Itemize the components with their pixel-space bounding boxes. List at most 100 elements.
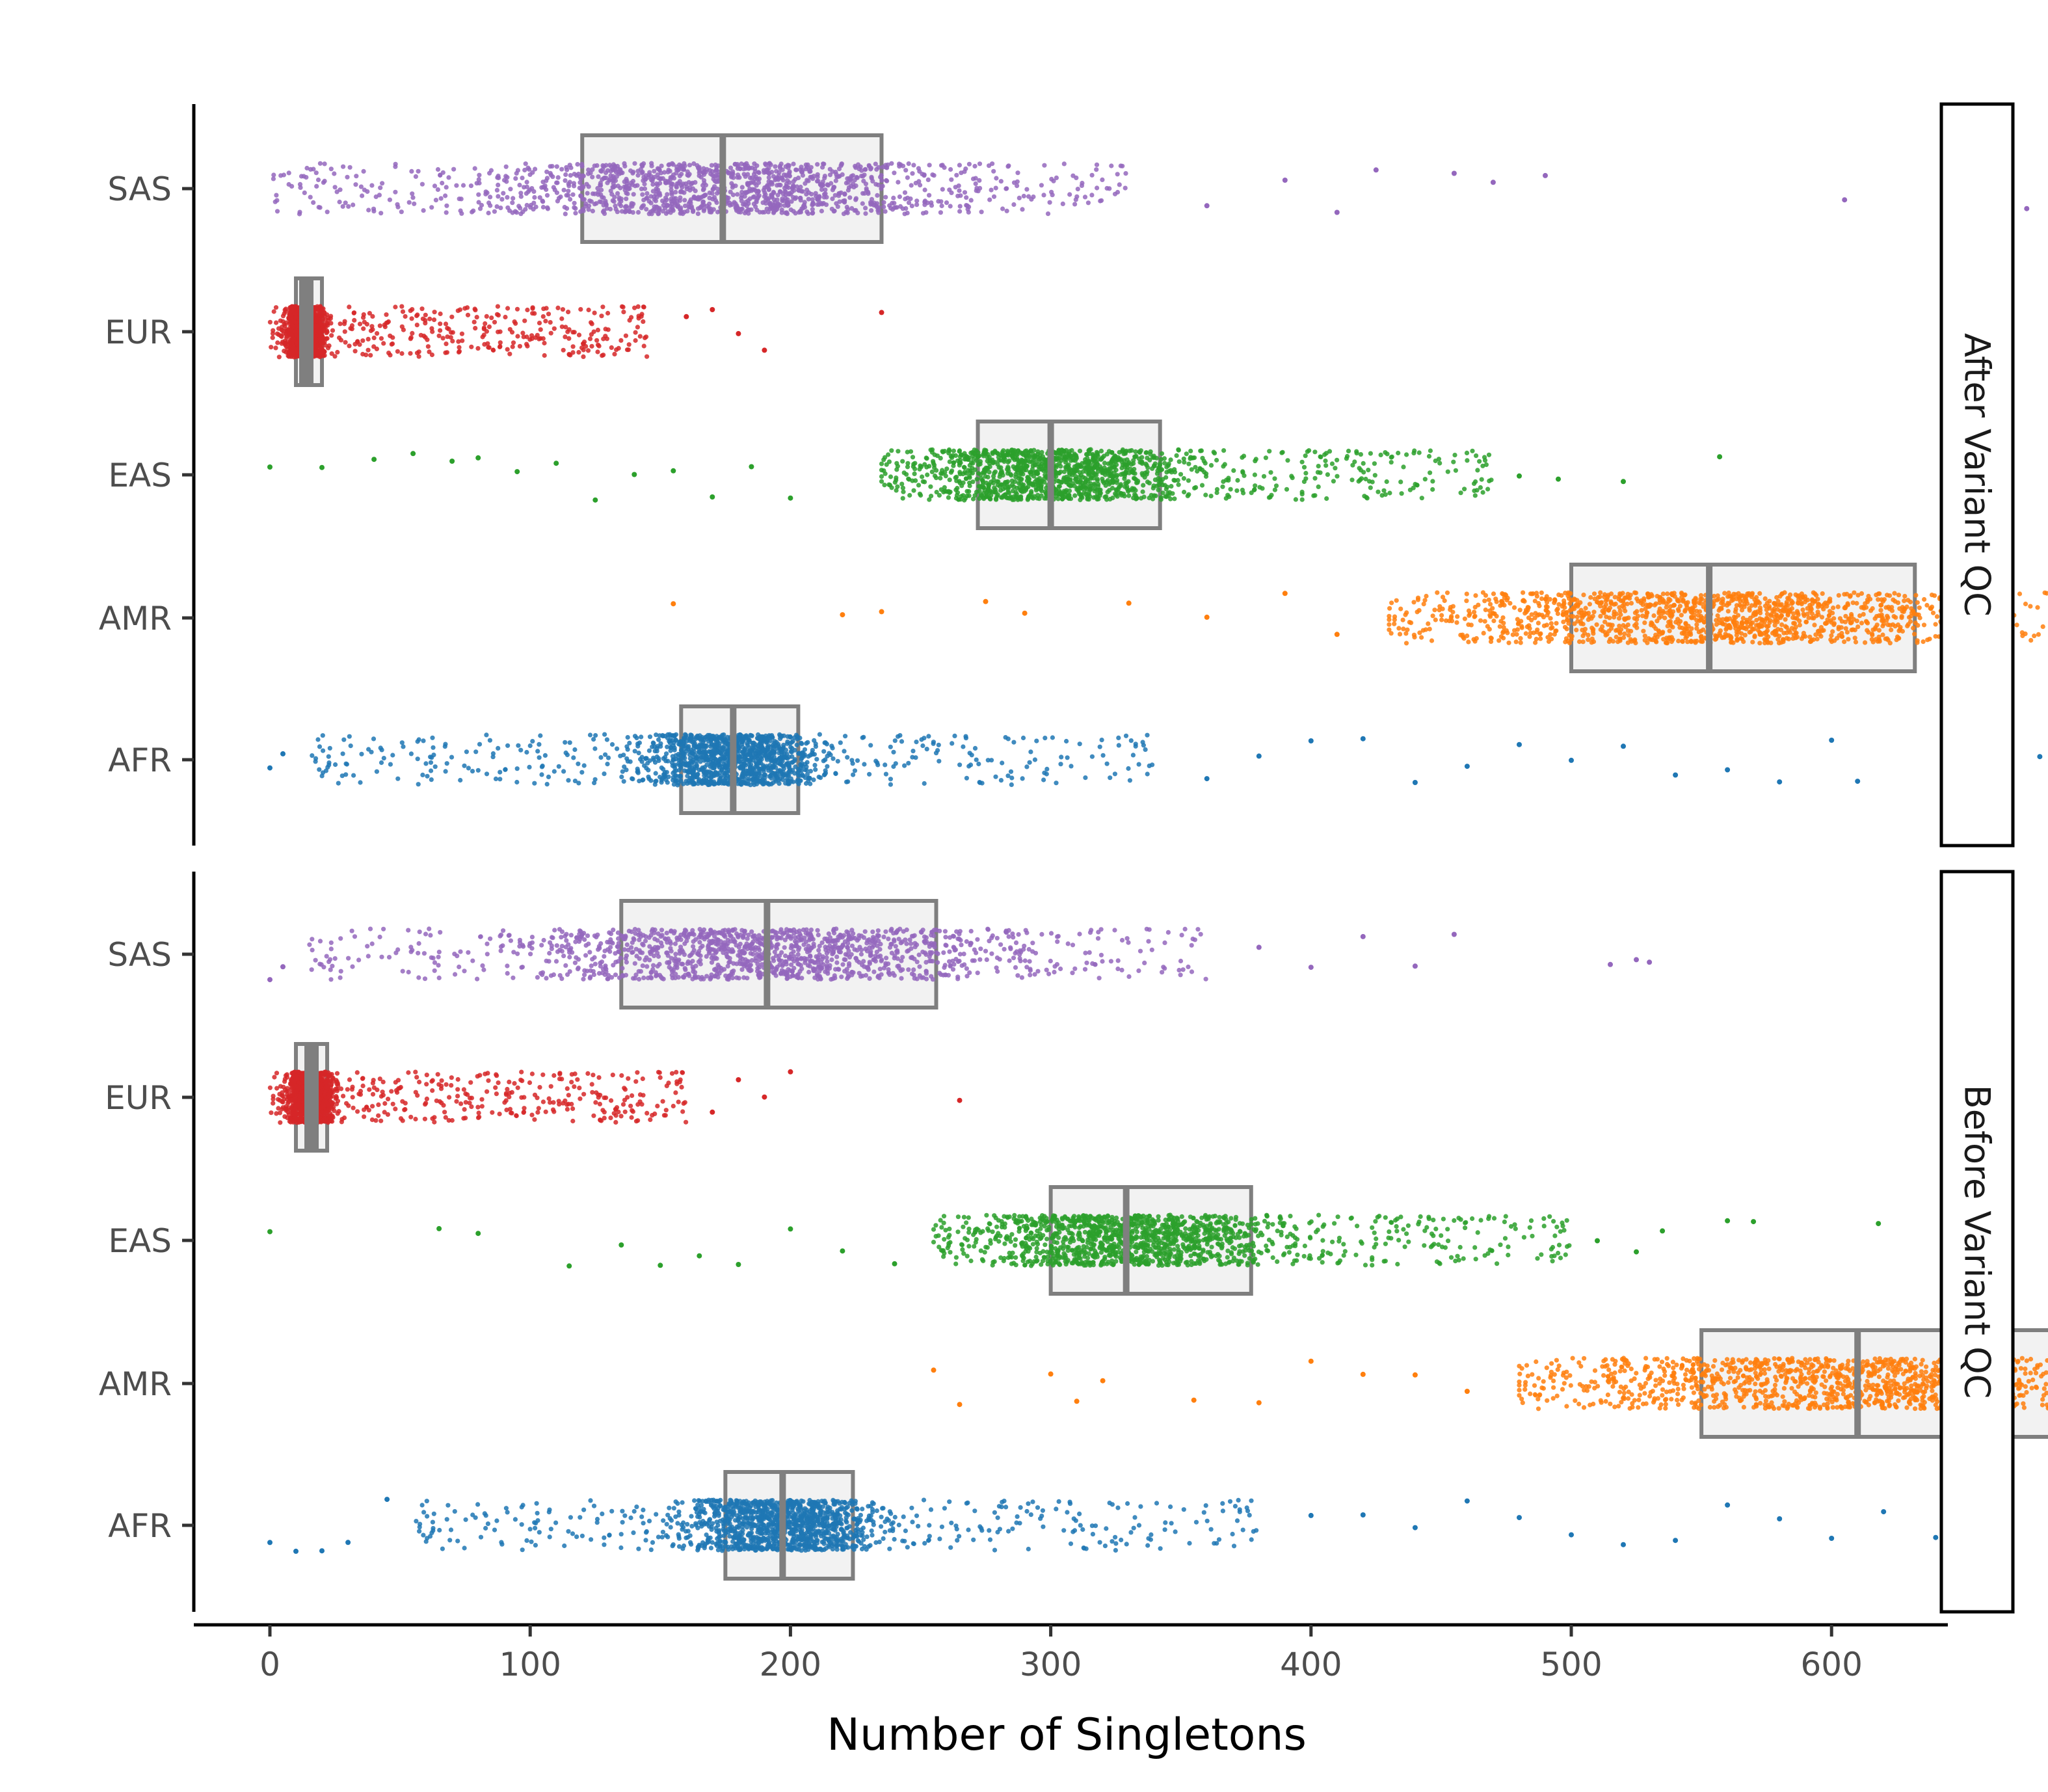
- data-point: [994, 176, 999, 181]
- data-point: [987, 470, 992, 475]
- data-point: [929, 200, 934, 206]
- data-point: [380, 181, 385, 186]
- data-point: [707, 168, 712, 173]
- data-point: [1136, 478, 1141, 484]
- data-point: [540, 204, 546, 210]
- data-point: [338, 321, 343, 327]
- data-point: [924, 210, 929, 215]
- data-point: [645, 195, 650, 200]
- data-point: [589, 343, 594, 349]
- data-point: [1098, 466, 1104, 472]
- data-point: [395, 204, 401, 209]
- data-point: [612, 165, 617, 170]
- data-point: [410, 451, 416, 457]
- data-point: [505, 205, 511, 210]
- data-point: [979, 209, 984, 215]
- data-point: [730, 169, 736, 174]
- data-point: [739, 198, 744, 204]
- data-point: [282, 349, 287, 354]
- data-point: [570, 192, 576, 197]
- data-point: [899, 481, 905, 487]
- data-point: [1853, 639, 1859, 645]
- data-point: [524, 180, 529, 185]
- data-point: [485, 190, 490, 195]
- data-point: [829, 181, 834, 186]
- data-point: [540, 199, 546, 204]
- data-point: [947, 459, 952, 464]
- data-point: [1077, 448, 1083, 453]
- data-point: [282, 321, 287, 327]
- data-point: [993, 185, 998, 191]
- data-point: [682, 163, 687, 168]
- data-point: [592, 163, 597, 168]
- data-point: [1880, 623, 1885, 629]
- data-point: [343, 340, 348, 345]
- data-point: [609, 192, 615, 197]
- data-point: [1389, 631, 1394, 636]
- data-point: [1521, 590, 1526, 595]
- data-point: [1227, 494, 1232, 500]
- data-point: [1401, 626, 1406, 632]
- data-point: [642, 186, 648, 191]
- data-point: [813, 191, 818, 196]
- data-point: [922, 187, 927, 193]
- data-point: [1063, 454, 1068, 460]
- data-point: [1312, 449, 1318, 455]
- data-point: [1482, 455, 1487, 460]
- data-point: [460, 183, 466, 188]
- data-point: [1203, 461, 1208, 466]
- data-point: [990, 450, 995, 455]
- data-point: [1331, 479, 1336, 484]
- data-point: [1472, 604, 1478, 610]
- data-point: [1141, 483, 1146, 488]
- data-point: [1762, 596, 1768, 602]
- data-point: [852, 208, 857, 213]
- data-point: [784, 201, 790, 206]
- data-point: [678, 210, 684, 215]
- data-point: [438, 196, 444, 201]
- data-point: [764, 206, 769, 211]
- data-point: [1031, 194, 1036, 200]
- data-point: [2014, 622, 2019, 628]
- data-point: [286, 170, 291, 176]
- data-point: [384, 312, 389, 317]
- data-point: [977, 488, 982, 494]
- data-point: [1144, 462, 1149, 468]
- data-point: [1123, 171, 1128, 176]
- data-point: [1181, 475, 1186, 481]
- data-point: [1261, 474, 1267, 479]
- data-point: [922, 200, 927, 205]
- data-point: [1430, 487, 1435, 492]
- data-point: [897, 194, 902, 200]
- data-point: [1078, 492, 1084, 497]
- data-point: [796, 175, 801, 181]
- data-point: [786, 163, 791, 168]
- data-point: [1115, 457, 1121, 463]
- data-point: [1519, 625, 1524, 630]
- data-point: [1361, 461, 1366, 466]
- data-point: [347, 343, 352, 349]
- data-point: [1127, 448, 1132, 453]
- data-point: [548, 320, 553, 325]
- data-point: [543, 319, 548, 324]
- data-point: [1169, 484, 1174, 489]
- data-point: [1299, 459, 1305, 464]
- data-point: [361, 326, 366, 331]
- data-point: [1186, 492, 1191, 497]
- data-point: [1303, 453, 1308, 459]
- data-point: [671, 198, 676, 204]
- data-point: [1086, 492, 1091, 497]
- data-point: [505, 347, 510, 352]
- data-point: [1472, 614, 1477, 619]
- data-point: [1458, 490, 1463, 496]
- data-point: [1057, 492, 1063, 497]
- data-point: [492, 209, 498, 214]
- data-point: [1357, 477, 1363, 483]
- data-point: [1478, 618, 1483, 623]
- data-point: [457, 307, 463, 312]
- data-point: [876, 210, 881, 215]
- data-point: [554, 180, 559, 185]
- data-point: [282, 311, 287, 316]
- data-point: [1471, 481, 1477, 487]
- data-point: [1598, 590, 1603, 595]
